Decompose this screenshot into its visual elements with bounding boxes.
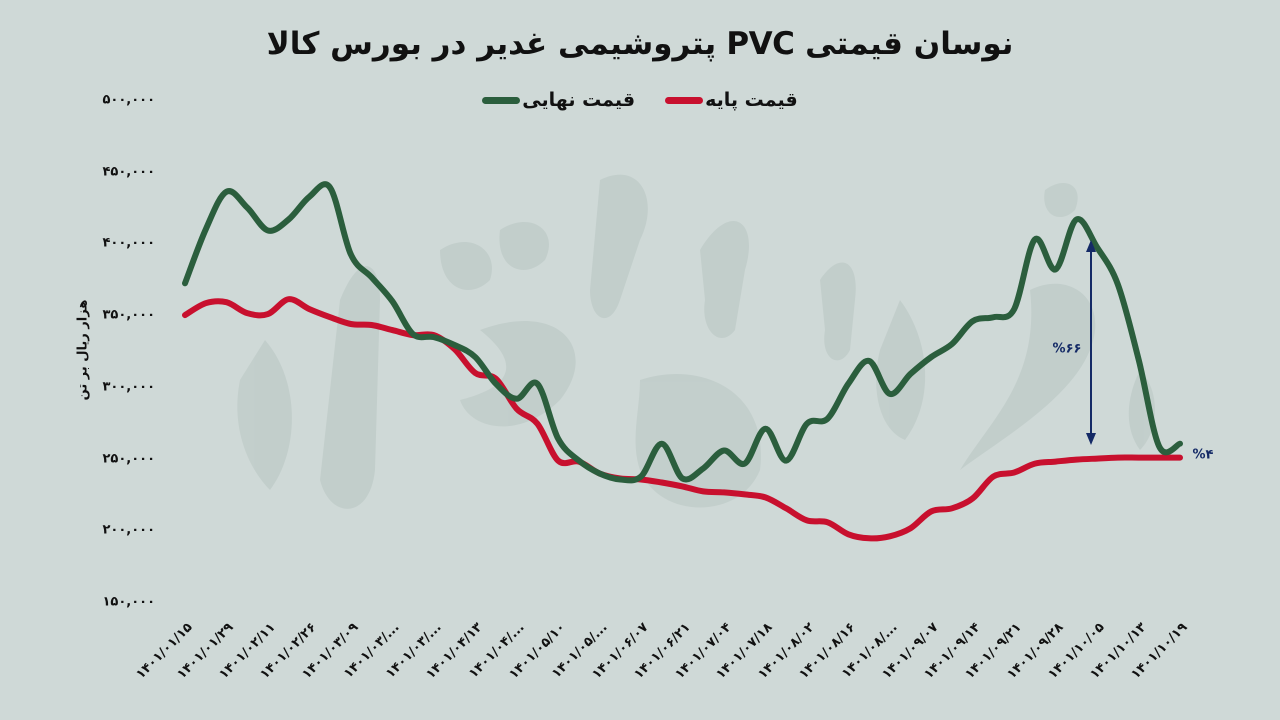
watermark [237,174,1155,509]
y-tick-label: ۱۵۰,۰۰۰ [102,594,155,610]
final-price-line [182,181,1183,484]
chart-title: نوسان قیمتی PVC پتروشیمی غدیر در بورس کا… [266,26,1014,62]
y-tick-label: ۲۰۰,۰۰۰ [102,522,155,538]
legend-swatch-final-price [482,96,521,104]
y-tick-label: ۳۰۰,۰۰۰ [102,379,155,395]
legend-swatch-base-price [665,96,704,104]
legend-label-base-price: قیمت پایه [705,89,798,111]
y-tick-label: ۵۰۰,۰۰۰ [102,92,155,108]
arrow-down-icon [1086,433,1096,445]
gap-peak-label: %۶۶ [1052,341,1082,357]
legend-label-final-price: قیمت نهایی [522,89,636,111]
base-price-line [182,296,1183,542]
gap-end-label: %۴ [1192,447,1214,463]
legend: قیمت پایه قیمت نهایی [0,89,1280,111]
y-tick-label: ۴۵۰,۰۰۰ [102,164,155,180]
y-tick-label: ۳۵۰,۰۰۰ [102,307,155,323]
y-tick-label: ۴۰۰,۰۰۰ [102,235,155,251]
gap-arrow [1086,240,1096,445]
y-tick-label: ۲۵۰,۰۰۰ [102,451,155,467]
legend-item-final-price: قیمت نهایی [482,89,635,111]
arrow-up-icon [1086,240,1096,252]
legend-item-base-price: قیمت پایه [665,89,798,111]
